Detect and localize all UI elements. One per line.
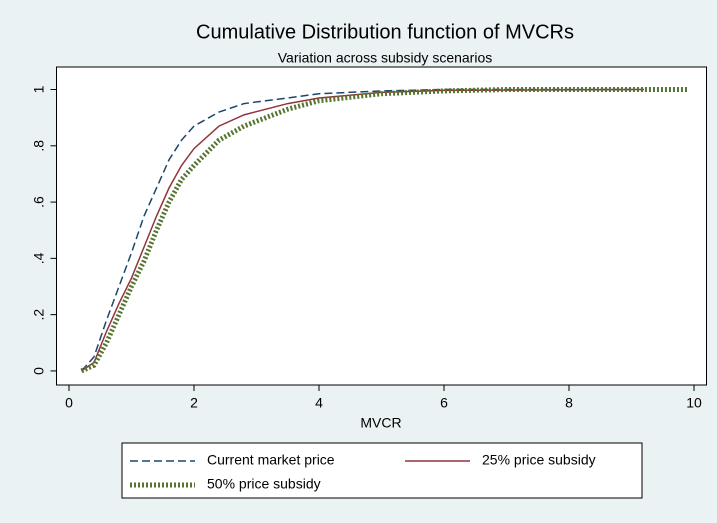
x-tick-label: 6 xyxy=(440,395,448,411)
cdf-line xyxy=(80,87,688,374)
legend xyxy=(121,442,643,499)
x-tick-label: 2 xyxy=(190,395,198,411)
y-tick-label: .4 xyxy=(31,252,47,264)
chart-subtitle: Variation across subsidy scenarios xyxy=(278,50,493,66)
y-tick-label: .8 xyxy=(31,140,47,152)
x-tick-label: 4 xyxy=(315,395,323,411)
x-tick-label: 0 xyxy=(65,395,73,411)
legend-label: Current market price xyxy=(207,452,335,468)
plot-area xyxy=(56,66,707,386)
cdf-line xyxy=(81,88,645,372)
chart-title: Cumulative Distribution function of MVCR… xyxy=(196,21,574,43)
x-axis-label: MVCR xyxy=(360,415,401,431)
cdf-line xyxy=(80,88,632,372)
legend-label: 25% price subsidy xyxy=(482,452,596,468)
legend-label: 50% price subsidy xyxy=(207,476,321,492)
x-tick-label: 10 xyxy=(686,395,702,411)
x-tick-label: 8 xyxy=(565,395,573,411)
y-tick-label: 0 xyxy=(31,367,47,375)
y-tick-label: .2 xyxy=(31,309,47,321)
y-tick-label: 1 xyxy=(31,85,47,93)
y-tick-label: .6 xyxy=(31,196,47,208)
